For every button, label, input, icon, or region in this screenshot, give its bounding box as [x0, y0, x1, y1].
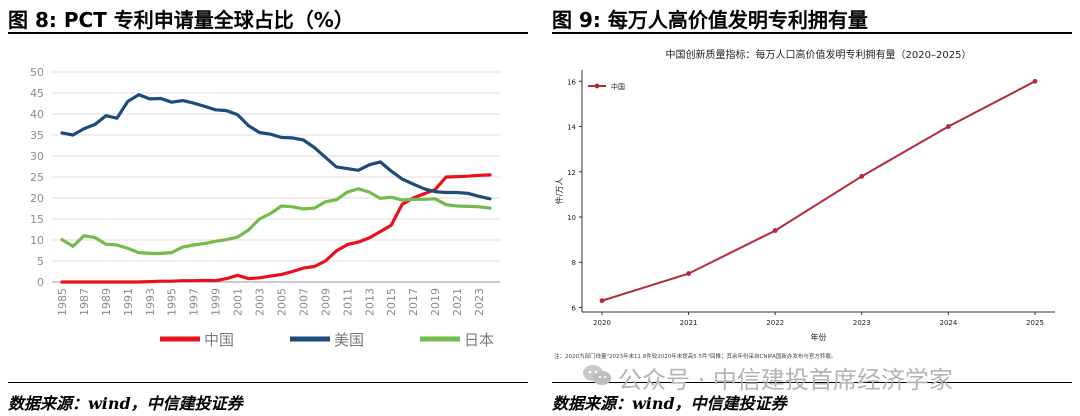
- x-tick-label: 2025: [1026, 319, 1044, 327]
- watermark-text: 公众号 · 中信建投首席经济学家: [618, 366, 953, 394]
- data-point: [686, 271, 691, 276]
- y-tick-label: 6: [572, 304, 577, 312]
- data-point: [599, 298, 605, 304]
- left-panel-title: 图 8: PCT 专利申请量全球占比（%）: [8, 8, 354, 32]
- data-point: [772, 228, 778, 233]
- x-tick-label: 2024: [939, 319, 957, 327]
- x-tick-label: 1997: [188, 288, 201, 316]
- y-tick-label: 40: [30, 108, 44, 121]
- chart-note: 注：2020为部门线量"2023年末11.8件较2020年末提高5.5件"回推；…: [554, 352, 836, 360]
- y-tick-label: 12: [567, 169, 576, 177]
- x-tick-label: 2015: [385, 288, 398, 316]
- y-tick-label: 30: [30, 150, 44, 163]
- x-tick-label: 1985: [56, 288, 69, 316]
- y-tick-label: 14: [567, 124, 576, 132]
- y-tick-label: 35: [30, 129, 44, 142]
- series-line-2: [60, 93, 492, 201]
- y-tick-label: 25: [30, 171, 44, 184]
- series-line-3: [60, 187, 492, 255]
- y-tick-label: 8: [572, 259, 576, 267]
- right-bottom-rule: [552, 382, 1072, 383]
- series-line: [601, 80, 1036, 302]
- y-tick-label: 10: [30, 234, 44, 247]
- x-axis-label: 年份: [811, 332, 827, 342]
- x-tick-label: 2017: [407, 288, 420, 316]
- left-source-note: 数据来源：wind，中信建投证券: [8, 394, 243, 413]
- pct-share-chart: 0 5 10 15 20 25 30 35 40 45 50 1985 1987 1989 1991 1993…: [30, 66, 500, 349]
- legend-label: 日本: [464, 331, 494, 349]
- x-tick-label: 2013: [363, 288, 376, 316]
- y-tick-label: 15: [30, 213, 44, 226]
- x-tick-label: 2022: [766, 319, 784, 327]
- x-tick-label: 2003: [254, 288, 267, 316]
- x-tick-label: 2023: [853, 319, 871, 327]
- right-source-note: 数据来源：wind，中信建投证券: [552, 394, 787, 413]
- x-tick-label: 2023: [473, 288, 486, 316]
- left-bottom-rule: [8, 382, 528, 383]
- y-tick-label: 16: [567, 78, 576, 86]
- x-tick-label: 2011: [341, 288, 354, 316]
- right-top-rule: [552, 32, 1072, 34]
- y-tick-label: 50: [30, 66, 44, 79]
- wechat-icon: [583, 365, 611, 385]
- right-panel-title: 图 9: 每万人高价值发明专利拥有量: [552, 8, 868, 32]
- x-tick-label: 1999: [210, 288, 223, 316]
- y-tick-label: 20: [30, 192, 44, 205]
- legend-label: 美国: [334, 331, 364, 349]
- x-tick-label: 2001: [232, 288, 245, 316]
- y-tick-label: 0: [37, 276, 44, 289]
- x-tick-label: 2021: [451, 288, 464, 316]
- x-tick-label: 1989: [100, 288, 113, 316]
- legend-label: 中国: [204, 331, 234, 349]
- y-tick-label: 10: [567, 214, 576, 222]
- x-tick-label: 1987: [78, 288, 91, 316]
- y-tick-label: 45: [30, 87, 44, 100]
- x-tick-label: 2020: [593, 319, 611, 327]
- x-tick-label: 2019: [429, 288, 442, 316]
- x-tick-label: 2007: [297, 288, 310, 316]
- legend-marker: [594, 83, 600, 89]
- x-tick-label: 2021: [680, 319, 698, 327]
- data-point: [946, 124, 951, 129]
- x-tick-label: 2009: [319, 288, 332, 316]
- x-tick-label: 1993: [144, 288, 157, 316]
- x-tick-label: 1995: [166, 288, 179, 316]
- series-line-1: [60, 173, 492, 284]
- left-top-rule: [8, 32, 528, 34]
- x-tick-label: 2005: [275, 288, 288, 316]
- x-tick-label: 1991: [122, 288, 135, 316]
- data-point: [859, 173, 865, 179]
- y-tick-label: 5: [37, 255, 44, 268]
- legend-label: 中国: [611, 82, 625, 91]
- data-point: [1032, 78, 1038, 84]
- chart-title: 中国创新质量指标：每万人口高价值发明专利拥有量（2020–2025）: [666, 48, 972, 61]
- y-axis-label: 件/万人: [554, 178, 564, 205]
- patent-per-10k-chart: 中国创新质量指标：每万人口高价值发明专利拥有量（2020–2025） 6 8 10 12…: [554, 48, 1055, 360]
